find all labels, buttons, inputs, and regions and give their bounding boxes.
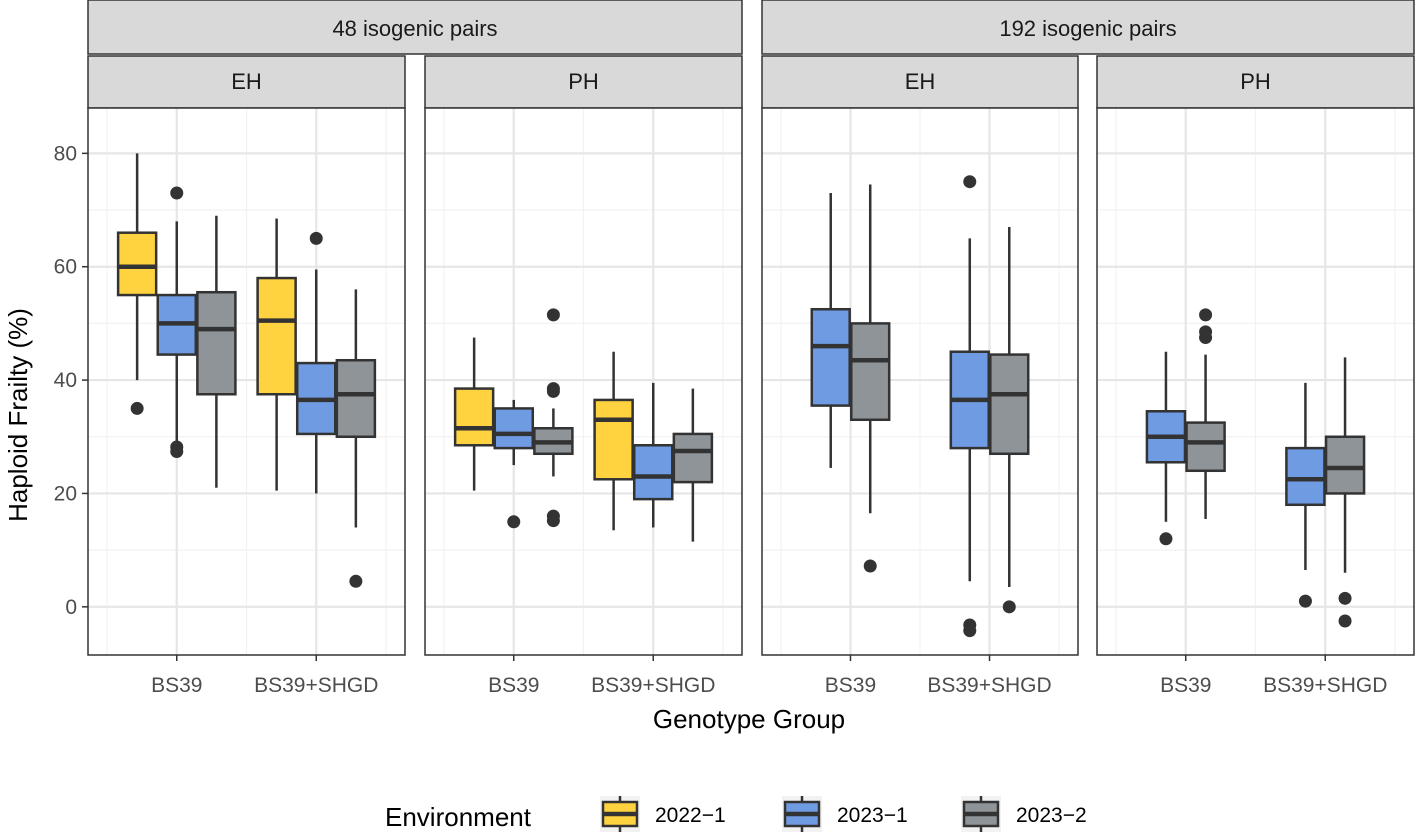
box-BS39+SHGD-2023−1 (949, 175, 990, 638)
panel-0: EH BS39 BS39+SHGD (87, 55, 406, 697)
box-body (672, 432, 714, 484)
panel-border (424, 107, 743, 656)
y-tick-label: 80 (54, 142, 77, 165)
box-BS39-2023−2 (1185, 308, 1226, 519)
panel-strip-label: EH (905, 69, 936, 94)
box-BS39-2023−1 (156, 186, 198, 459)
box-BS39+SHGD-2023−1 (1285, 382, 1326, 608)
panel-strip-label: PH (1240, 69, 1271, 94)
x-tick-label: BS39 (488, 674, 539, 697)
outlier-point (1002, 600, 1016, 614)
y-tick-label: 40 (54, 369, 77, 392)
panel-border (87, 107, 406, 656)
outlier-point (309, 231, 323, 245)
outlier-point (170, 186, 184, 200)
x-tick-label: BS39+SHGD (591, 674, 715, 697)
outlier-point (349, 574, 363, 588)
outlier-point (863, 559, 877, 573)
panel-2: EH BS39 BS39+SHGD (761, 55, 1079, 697)
box-body (493, 407, 535, 450)
panel-strip (761, 55, 1079, 109)
outlier-point (1298, 594, 1312, 608)
x-tick-label: BS39+SHGD (254, 674, 378, 697)
box-body (850, 322, 891, 422)
box-BS39-2022−1 (116, 153, 158, 415)
panel-strip (87, 55, 406, 109)
group-strip-label: 48 isogenic pairs (332, 16, 497, 41)
panel-border (1096, 107, 1415, 656)
x-tick-label: BS39 (151, 674, 202, 697)
box-body (1324, 435, 1366, 495)
outlier-point (170, 445, 184, 459)
legend-label: 2023−1 (837, 804, 908, 827)
box-body (1285, 446, 1326, 507)
box-BS39+SHGD-2023−2 (989, 227, 1030, 614)
y-tick-label: 60 (54, 256, 77, 279)
legend-title: Environment (385, 802, 532, 832)
box-BS39-2022−1 (453, 337, 495, 491)
outlier-point (963, 175, 977, 189)
panel-border (761, 107, 1079, 656)
legend-key-0: 2022−1 (600, 796, 726, 832)
box-BS39-2023−2 (196, 215, 237, 488)
outlier-point (546, 514, 560, 528)
chart-main-layer: 48 isogenic pairs 192 isogenic pairs EH BS3… (54, 0, 1415, 697)
outlier-point (963, 624, 977, 638)
box-BS39+SHGD-2023−1 (295, 231, 337, 494)
box-BS39+SHGD-2023−2 (335, 289, 377, 588)
box-BS39+SHGD-2023−1 (632, 382, 674, 528)
box-BS39-2023−1 (810, 193, 851, 468)
panel-strip-label: PH (568, 69, 599, 94)
legend-label: 2023−2 (1016, 804, 1087, 827)
y-axis-title: Haploid Frailty (%) (3, 308, 33, 522)
box-body (632, 444, 674, 501)
box-BS39+SHGD-2022−1 (256, 218, 297, 491)
box-body (116, 231, 158, 297)
box-BS39+SHGD-2023−2 (1324, 357, 1366, 628)
x-tick-label: BS39 (1160, 674, 1211, 697)
y-tick-label: 20 (54, 482, 77, 505)
outlier-point (546, 384, 560, 398)
box-body (810, 307, 851, 407)
outlier-point (1199, 308, 1213, 322)
outlier-point (1199, 331, 1213, 345)
box-BS39+SHGD-2023−2 (672, 388, 714, 542)
box-body (989, 353, 1030, 456)
panel-3: PH BS39 BS39+SHGD (1096, 55, 1415, 697)
x-axis-title: Genotype Group (653, 704, 845, 734)
box-BS39-2023−1 (493, 399, 535, 529)
legend-label: 2022−1 (655, 804, 726, 827)
box-BS39-2023−1 (1145, 351, 1187, 546)
group-strip (87, 0, 743, 55)
outlier-point (1338, 591, 1352, 605)
panel-strip (424, 55, 743, 109)
panel-strip-label: EH (231, 69, 262, 94)
y-tick-label: 0 (65, 596, 77, 619)
box-body (1185, 421, 1226, 473)
outlier-point (1338, 614, 1352, 628)
box-body (196, 290, 237, 396)
x-tick-label: BS39+SHGD (1263, 674, 1387, 697)
outlier-point (546, 308, 560, 322)
legend: Environment 2022−1 2023−1 2023−2 (385, 796, 1087, 832)
box-body (335, 358, 377, 439)
x-tick-label: BS39 (825, 674, 876, 697)
box-BS39+SHGD-2022−1 (593, 351, 634, 531)
box-BS39-2023−2 (850, 184, 891, 573)
legend-key-2: 2023−2 (961, 796, 1087, 832)
group-strip-label: 192 isogenic pairs (999, 16, 1176, 41)
box-BS39-2023−2 (533, 308, 574, 528)
legend-key-1: 2023−1 (782, 796, 908, 832)
box-body (453, 387, 495, 447)
group-strip (761, 0, 1415, 55)
panel-1: PH BS39 BS39+SHGD (424, 55, 743, 697)
box-body (593, 398, 634, 481)
panel-strip (1096, 55, 1415, 109)
outlier-point (507, 515, 521, 529)
outlier-point (130, 401, 144, 415)
box-body (256, 276, 297, 396)
outlier-point (1159, 532, 1173, 546)
x-tick-label: BS39+SHGD (927, 674, 1051, 697)
